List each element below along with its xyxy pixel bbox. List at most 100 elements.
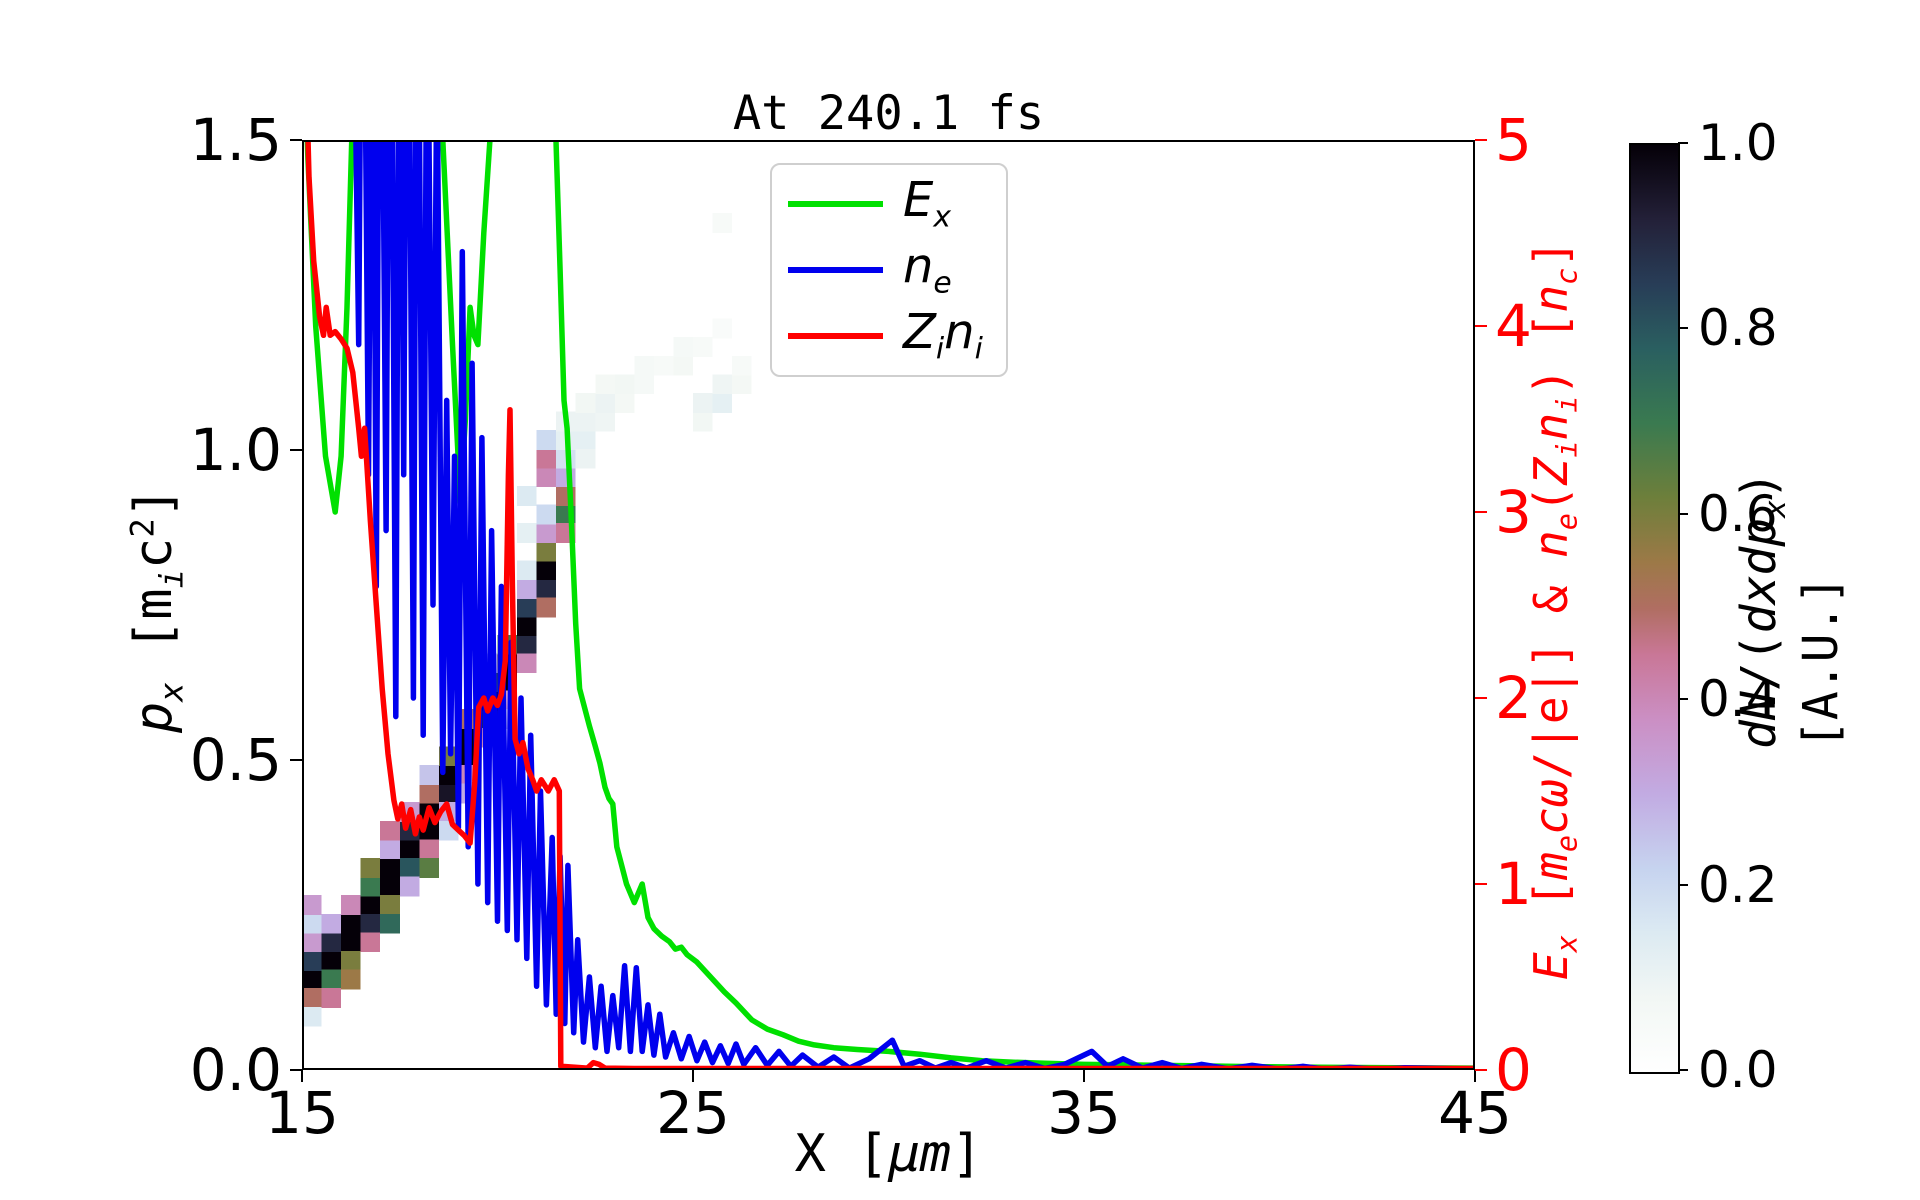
tick-mark: [1082, 1070, 1086, 1082]
heatmap-cell: [341, 913, 361, 934]
heatmap-cell: [380, 820, 400, 841]
heatmap-cell: [712, 318, 733, 339]
heatmap-cell: [653, 355, 674, 376]
tick-label: 0.5: [189, 726, 282, 794]
heatmap-cell: [517, 523, 537, 543]
tick-mark: [300, 1070, 304, 1082]
series-Ex: [304, 140, 1475, 1070]
heatmap-cell: [380, 857, 400, 878]
legend-line-Zini: [788, 332, 883, 339]
tick-label: 1.5: [189, 106, 282, 174]
heatmap-cell: [438, 783, 459, 804]
heatmap-cell: [380, 895, 400, 915]
heatmap-cell: [341, 932, 361, 953]
heatmap-cell: [302, 895, 322, 915]
tick-label: 4: [1495, 292, 1532, 360]
tick-label: 0.6: [1698, 484, 1778, 543]
tick-label: 0.4: [1698, 670, 1778, 729]
heatmap-cell: [536, 597, 557, 618]
heatmap-cell: [302, 969, 322, 990]
tick-label: 0.2: [1698, 855, 1778, 914]
tick-mark: [1678, 883, 1688, 886]
tick-mark: [1475, 324, 1487, 328]
tick-label: 2: [1495, 664, 1532, 732]
tick-label: 0.0: [189, 1036, 282, 1104]
colorbar: [1629, 143, 1680, 1074]
plot-canvas: [302, 140, 1475, 1070]
heatmap-cell: [732, 355, 752, 376]
heatmap-cell: [360, 932, 381, 953]
tick-label: 1.0: [1698, 114, 1778, 172]
x-axis-label: X [μm]: [794, 1124, 983, 1184]
legend-line-Ex: [788, 200, 883, 207]
heatmap-cell: [517, 560, 537, 581]
tick-mark: [1475, 138, 1487, 142]
heatmap-cell: [693, 337, 713, 357]
heatmap-cell: [517, 578, 537, 599]
tick-label: 45: [1438, 1079, 1512, 1147]
heatmap-cell: [380, 839, 400, 860]
heatmap-cell: [360, 857, 381, 878]
heatmap-cell: [595, 374, 615, 395]
tick-label: 0: [1495, 1036, 1532, 1104]
heatmap-cell: [360, 913, 381, 934]
heatmap-cell: [302, 950, 322, 971]
heatmap-cell: [321, 950, 342, 971]
heatmap-cell: [712, 374, 733, 395]
tick-label: 0.0: [1698, 1041, 1778, 1099]
heatmap-cell: [556, 467, 576, 488]
heatmap-cell: [517, 485, 537, 506]
heatmap-cell: [575, 392, 596, 413]
heatmap-cell: [595, 411, 615, 432]
legend-label-ne: ne: [903, 237, 952, 301]
tick-mark: [290, 138, 302, 142]
tick-label: 1: [1495, 850, 1532, 918]
tick-mark: [1678, 512, 1688, 515]
legend: Ex ne Zini: [770, 163, 1008, 377]
heatmap-cell: [360, 876, 381, 897]
heatmap-cell: [536, 541, 557, 562]
heatmap-cell: [302, 988, 322, 1008]
heatmap-cell: [517, 653, 537, 674]
legend-item-ne: ne: [788, 242, 1006, 298]
heatmap-cell: [399, 876, 420, 897]
heatmap-cell: [536, 467, 557, 488]
heatmap-cell: [341, 969, 361, 990]
tick-label: 0.8: [1698, 299, 1778, 358]
heatmap-cell: [302, 913, 322, 934]
legend-item-Zini: Zini: [788, 308, 1006, 364]
heatmap-cell: [321, 932, 342, 953]
heatmap-cell: [399, 839, 420, 860]
heatmap-cell: [536, 504, 557, 525]
tick-mark: [1475, 1068, 1487, 1072]
heatmap-cell: [575, 448, 596, 469]
heatmap-cell: [517, 597, 537, 618]
heatmap-cell: [732, 374, 752, 395]
heatmap-cell: [614, 392, 635, 413]
heatmap-cell: [536, 430, 557, 450]
heatmap-cell: [673, 355, 693, 376]
y-right-axis-label: Ex [mecω/|e|] & ne(Zini) [nc]: [1523, 239, 1584, 981]
heatmap-cell: [712, 213, 733, 233]
tick-label: 5: [1495, 106, 1532, 174]
heatmap-cell: [634, 355, 654, 376]
heatmap-cell: [517, 634, 537, 655]
heatmap-cell: [575, 411, 596, 432]
heatmap-cell: [536, 578, 557, 599]
legend-line-ne: [788, 266, 883, 273]
heatmap-cell: [341, 950, 361, 971]
tick-mark: [290, 758, 302, 762]
tick-mark: [691, 1070, 695, 1082]
heatmap-cell: [419, 764, 439, 785]
heatmap-cell: [321, 969, 342, 990]
heatmap-cell: [575, 430, 596, 450]
heatmap-cell: [321, 988, 342, 1008]
heatmap-cell: [302, 1006, 322, 1027]
heatmap-cell: [693, 392, 713, 413]
heatmap-cell: [614, 374, 635, 395]
plot-title: At 240.1 fs: [732, 86, 1045, 141]
y-left-axis-label: px [mic2]: [123, 486, 191, 734]
tick-label: 35: [1047, 1079, 1121, 1147]
tick-label: 3: [1495, 478, 1532, 546]
